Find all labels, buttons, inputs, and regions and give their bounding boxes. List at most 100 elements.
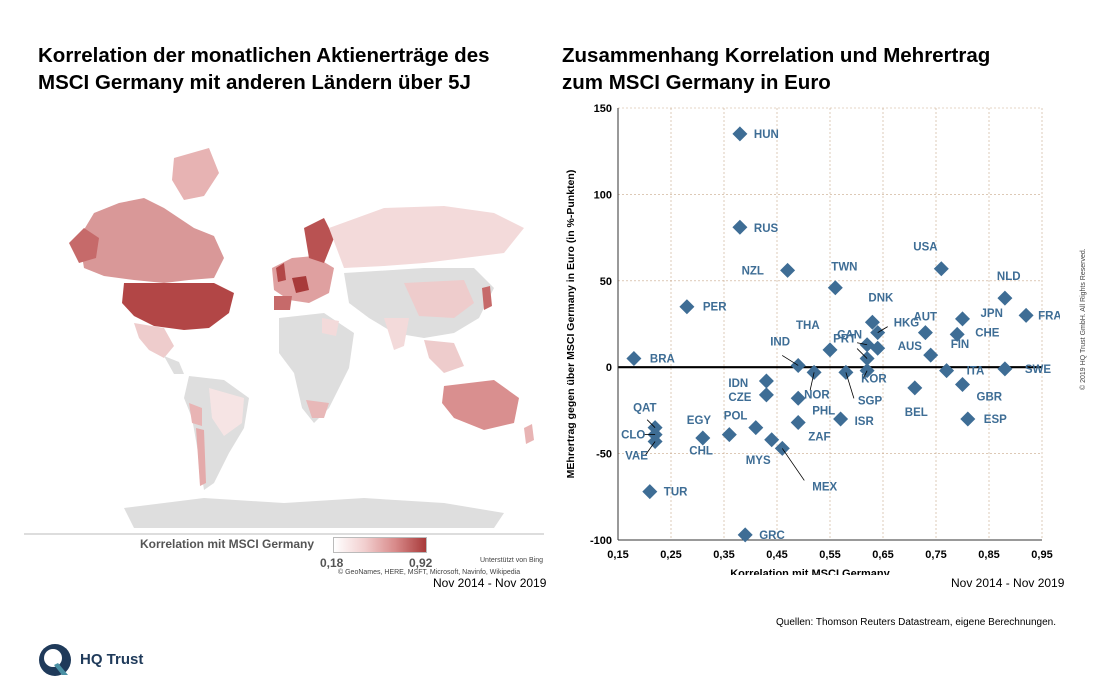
data-point-hun xyxy=(732,126,748,142)
data-label-idn: IDN xyxy=(728,378,748,390)
leader-line-vae xyxy=(644,441,656,456)
data-point-ita xyxy=(939,363,955,379)
data-label-nor: NOR xyxy=(804,389,830,401)
map-greenland xyxy=(172,148,219,200)
y-tick-label: 50 xyxy=(600,276,612,288)
map-brazil xyxy=(209,388,244,436)
data-label-pol: POL xyxy=(724,411,748,423)
data-point-dnk xyxy=(864,314,880,330)
data-label-ind: IND xyxy=(770,336,790,348)
data-label-rus: RUS xyxy=(754,223,779,235)
data-label-bra: BRA xyxy=(650,354,675,366)
leader-line-qat xyxy=(646,419,656,428)
map-africa xyxy=(279,313,354,423)
data-label-hun: HUN xyxy=(754,129,779,141)
scatter-chart: 0,15 0,25 0,35 0,45 0,55 0,65 0,75 0,85 0,95 -100… xyxy=(565,103,1060,575)
map-attribution: © GeoNames, HERE, MSFT, Microsoft, Navin… xyxy=(338,569,521,576)
data-point-esp xyxy=(960,411,976,427)
leader-line-sgp xyxy=(845,372,855,399)
scatter-period: Nov 2014 - Nov 2019 xyxy=(951,576,1065,590)
data-label-tha: THA xyxy=(796,320,820,332)
map-iberia xyxy=(274,296,292,310)
data-label-chl: CHL xyxy=(689,446,713,458)
map-canada xyxy=(79,198,224,283)
data-point-phl xyxy=(790,390,806,406)
data-label-zaf: ZAF xyxy=(808,431,830,443)
x-tick-label: 0,85 xyxy=(978,549,999,561)
data-point-bel xyxy=(907,380,923,396)
bing-credit: Unterstützt von Bing xyxy=(480,557,544,564)
data-label-kor: KOR xyxy=(861,374,887,386)
data-point-idn xyxy=(758,373,774,389)
copyright-note: © 2019 HQ Trust GmbH. All Rights Reserve… xyxy=(1080,248,1087,390)
y-tick-label: -50 xyxy=(596,449,612,461)
map-mexico xyxy=(134,323,174,358)
x-tick-label: 0,65 xyxy=(872,549,893,561)
sources-note: Quellen: Thomson Reuters Datastream, eig… xyxy=(776,617,1056,628)
data-label-fra: FRA xyxy=(1038,310,1060,322)
data-point-gbr xyxy=(955,376,970,392)
data-label-can: CAN xyxy=(837,330,862,342)
map-central-america xyxy=(164,356,184,374)
map-alaska xyxy=(69,228,99,263)
map-chile xyxy=(196,428,206,486)
data-label-fin: FIN xyxy=(951,339,970,351)
data-point-bra xyxy=(626,351,642,367)
data-label-bel: BEL xyxy=(905,407,928,419)
map-uk xyxy=(276,263,286,282)
x-tick-label: 0,95 xyxy=(1031,549,1052,561)
leader-line-hkg xyxy=(877,326,888,333)
data-label-che: CHE xyxy=(975,327,1000,339)
y-tick-label: 0 xyxy=(606,362,612,374)
x-tick-label: 0,75 xyxy=(925,549,946,561)
logo-text: HQ Trust xyxy=(80,651,144,668)
data-label-ita: ITA xyxy=(967,366,985,378)
scatter-title: Zusammenhang Korrelation und Mehrertrag … xyxy=(562,42,990,96)
data-label-swe: SWE xyxy=(1025,364,1052,376)
data-label-cze: CZE xyxy=(728,392,751,404)
data-point-egy xyxy=(695,430,711,446)
data-point-pol xyxy=(748,420,764,436)
data-point-fra xyxy=(1018,307,1034,323)
x-axis-label: Korrelation mit MSCI Germany xyxy=(730,568,890,575)
data-point-nld xyxy=(997,290,1013,306)
data-point-usa xyxy=(933,261,949,277)
map-south-africa xyxy=(306,400,329,418)
data-point-aus xyxy=(870,340,886,356)
map-title-line2: MSCI Germany mit anderen Ländern über 5J xyxy=(38,71,471,94)
map-legend-min: 0,18 xyxy=(320,556,344,570)
data-label-hkg: HKG xyxy=(894,318,920,330)
leader-line-prt xyxy=(857,342,868,346)
data-point-chl xyxy=(721,427,737,443)
y-tick-label: 150 xyxy=(594,103,612,115)
data-point-mex xyxy=(774,440,790,456)
map-new-zealand xyxy=(524,424,534,444)
y-tick-label: 100 xyxy=(594,189,612,201)
data-point-isr xyxy=(833,411,849,427)
map-scandinavia xyxy=(304,218,334,263)
data-label-phl: PHL xyxy=(812,405,835,417)
data-point-hkg xyxy=(870,325,886,341)
data-label-prt: PRT xyxy=(833,334,856,346)
data-label-egy: EGY xyxy=(687,415,712,427)
x-tick-label: 0,25 xyxy=(660,549,681,561)
y-axis-label: MEhrertrag gegen über MSCI Germany in Eu… xyxy=(565,170,577,479)
x-tick-label: 0,45 xyxy=(766,549,787,561)
map-australia xyxy=(442,380,519,430)
hq-trust-logo-icon xyxy=(39,644,71,676)
map-egypt xyxy=(322,318,339,336)
data-label-dnk: DNK xyxy=(868,292,894,304)
data-label-twn: TWN xyxy=(831,262,857,274)
data-label-mys: MYS xyxy=(746,455,771,467)
map-legend-title: Korrelation mit MSCI Germany xyxy=(140,537,315,551)
data-point-nzl xyxy=(780,262,796,278)
data-point-che xyxy=(949,326,965,342)
map-russia xyxy=(329,206,524,268)
data-label-mex: MEX xyxy=(812,481,837,493)
leader-line-ind xyxy=(781,355,799,366)
data-label-isr: ISR xyxy=(855,416,875,428)
data-label-usa: USA xyxy=(913,242,937,254)
data-label-jpn: JPN xyxy=(981,308,1003,320)
data-point-tha xyxy=(822,342,838,358)
map-period: Nov 2014 - Nov 2019 xyxy=(433,576,547,590)
